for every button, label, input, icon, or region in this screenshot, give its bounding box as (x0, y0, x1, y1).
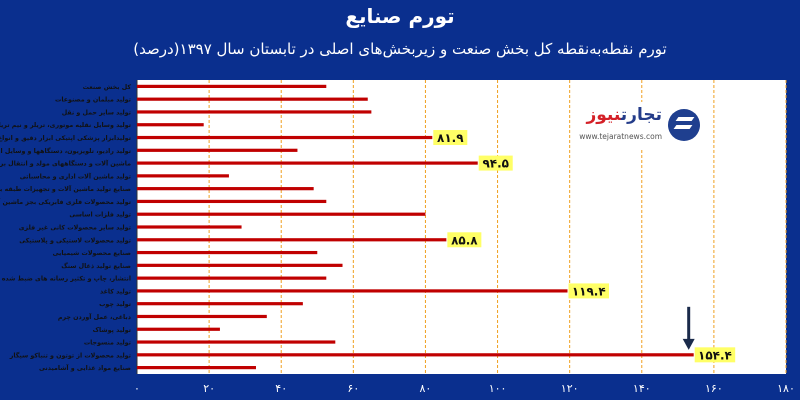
data-label: ۱۱۹.۴ (572, 284, 606, 298)
category-label: صنایع مواد غذایی و آشامیدنی (39, 363, 131, 372)
x-tick-label: ۰ (134, 382, 140, 395)
bar (137, 135, 433, 140)
category-label: تولید کاغذ (100, 288, 131, 295)
logo-url: www.tejaratnews.com (579, 132, 662, 141)
category-label: تولیدابزار پزشکی اپتیکی ابزار دقیق و انو… (0, 135, 131, 142)
bar (137, 366, 256, 370)
x-tick-label: ۱۲۰ (561, 382, 579, 395)
bar (137, 263, 343, 267)
logo-name-part2: نیوز (586, 105, 621, 125)
category-label: صنایع محصولات شیمیایی (53, 250, 131, 257)
bar (137, 84, 327, 88)
bar (137, 276, 327, 280)
tejaratnews-logo-icon (668, 109, 700, 141)
data-label: ۸۵.۸ (451, 233, 478, 247)
x-tick-label: ۱۰۰ (489, 382, 507, 395)
data-label-box (478, 155, 513, 171)
x-tick-label: ۶۰ (347, 382, 359, 395)
bar (137, 148, 298, 152)
bar (137, 238, 447, 242)
category-label: تولید محصولات فلزی فابریکی بجز ماشین آلا… (0, 197, 131, 206)
category-label: انتشار، چاپ و تکثیر رسانه های ضبط شده (2, 276, 131, 283)
bar (137, 314, 267, 319)
category-label: کل بخش صنعت (83, 84, 132, 91)
data-label: ۱۵۴.۴ (698, 348, 732, 362)
data-label-box (433, 130, 468, 146)
data-label-box (447, 232, 482, 248)
category-label: تولید مبلمان و مصنوعات (55, 97, 131, 104)
x-tick-label: ۲۰ (203, 382, 215, 395)
category-label: تولید پوشاک (93, 326, 131, 334)
category-label: تولید فلزات اساسی (69, 212, 131, 219)
category-label: تولید سایر محصولات کانی غیر فلزی (19, 225, 131, 232)
bar (137, 302, 303, 306)
logo-name: تجارتنیوز (586, 105, 662, 125)
page-title: تورم صنایع (345, 4, 455, 28)
chart-subtitle: تورم نقطه‌به‌نقطه کل بخش صنعت و زیربخش‌ه… (133, 40, 667, 58)
data-label: ۸۱.۹ (437, 131, 464, 145)
data-label-box (568, 283, 610, 299)
category-label: صنایع تولید ذغال سنگ (61, 262, 131, 270)
category-label: تولید چوب (99, 301, 131, 308)
x-tick-label: ۴۰ (275, 382, 287, 395)
x-tick-label: ۱۴۰ (633, 382, 651, 395)
bar (137, 110, 372, 114)
tejaratnews-logo: تجارتنیوز www.tejaratnews.com (576, 102, 708, 150)
bar (137, 353, 694, 357)
category-label: تولید رادیو، تلویزیون، دستگاهها و وسایل … (0, 147, 131, 155)
bar (137, 97, 368, 101)
bar (137, 199, 327, 204)
bar (137, 123, 204, 127)
bar (137, 289, 568, 293)
category-label: ماشین آلات و دستگاههای مولد و انتقال برق (0, 159, 131, 168)
x-tick-label: ۱۶۰ (705, 382, 723, 395)
category-label: تولید ماشین آلات اداری و محاسباتی (20, 171, 131, 180)
category-label: صنایع تولید ماشین آلات و تجهیزات طبقه بن… (0, 184, 131, 193)
bar (137, 161, 478, 165)
bar (137, 187, 314, 191)
bar (137, 340, 336, 344)
bar (137, 174, 229, 178)
bar (137, 250, 318, 255)
data-label-box (694, 347, 736, 363)
category-label: تولید محصولات لاستیکی و پلاستیکی (19, 237, 131, 244)
x-tick-label: ۱۸۰ (777, 382, 795, 395)
category-label: تولید وسایل نقلیه موتوری، تریلر و نیم تر… (0, 122, 131, 129)
bar (137, 327, 220, 331)
logo-name-part1: تجارت (620, 105, 662, 125)
category-label: تولید محصولات از توتون و تنباکو سیگار (9, 351, 131, 359)
data-label: ۹۴.۵ (482, 157, 509, 171)
annotation-arrow-head (682, 338, 695, 350)
x-tick-label: ۸۰ (420, 382, 432, 395)
category-label: تولید منسوجات (84, 340, 131, 347)
bar (137, 225, 242, 229)
category-label: دباغی، عمل آوردن چرم (58, 312, 132, 321)
bar (137, 212, 426, 216)
category-label: تولید سایر حمل و نقل (62, 109, 131, 116)
